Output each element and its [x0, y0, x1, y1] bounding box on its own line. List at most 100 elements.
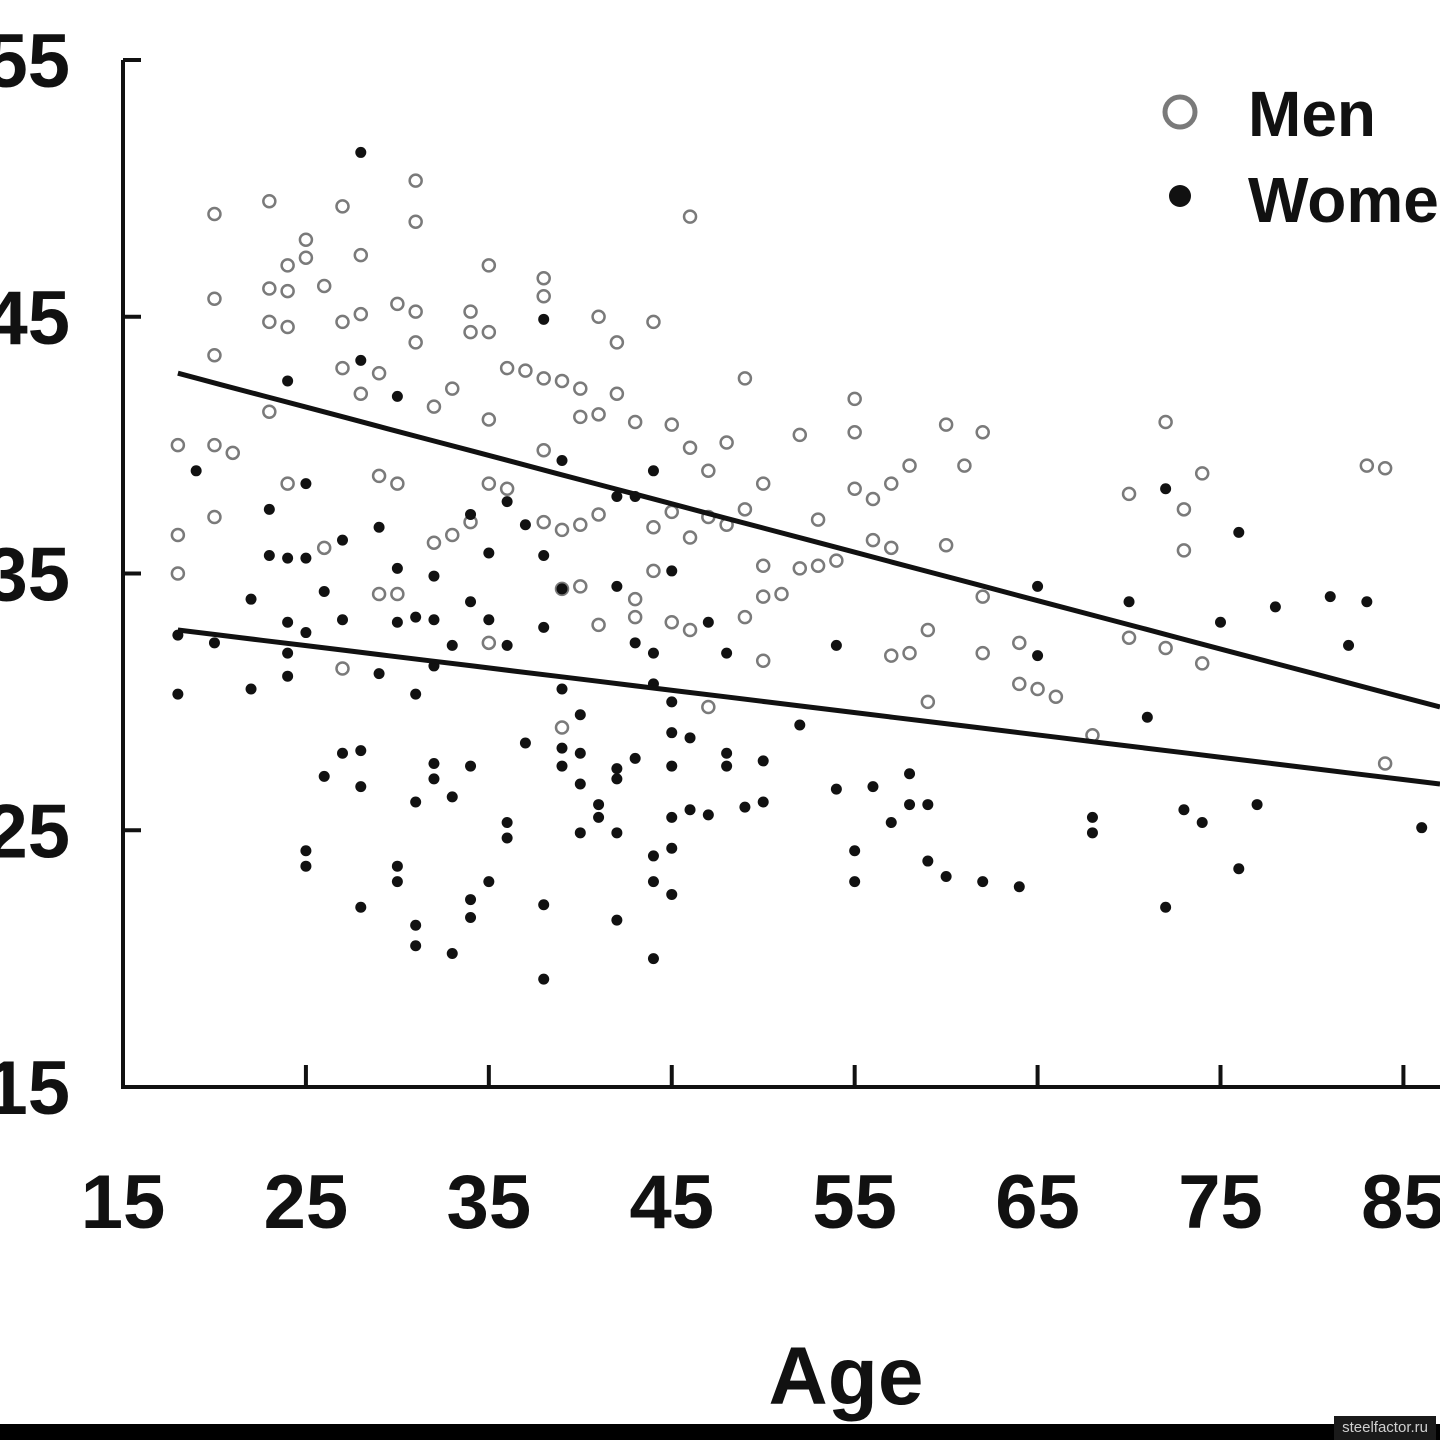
data-point-men	[280, 283, 295, 299]
data-point-men	[499, 360, 515, 376]
data-point-women	[483, 547, 495, 559]
data-point-women	[465, 894, 477, 906]
data-point-men	[1030, 681, 1045, 697]
data-point-women	[830, 783, 842, 795]
data-point-men	[225, 445, 240, 461]
data-point-women	[611, 763, 623, 775]
data-point-men	[810, 512, 826, 527]
data-point-men	[847, 391, 862, 407]
data-point-men	[646, 314, 661, 330]
data-point-men	[682, 530, 698, 545]
data-point-women	[1032, 650, 1044, 662]
axes-layer	[121, 60, 1440, 1089]
data-point-women	[282, 552, 294, 564]
data-point-women	[702, 616, 714, 628]
data-point-women	[647, 850, 659, 862]
data-point-women	[904, 799, 916, 811]
trend-line-men	[177, 370, 1440, 710]
data-point-women	[391, 562, 403, 574]
data-point-men	[884, 648, 899, 663]
data-point-women	[282, 616, 294, 628]
data-point-men	[847, 481, 862, 497]
data-point-men	[353, 386, 369, 402]
data-point-women	[538, 899, 550, 911]
legend-entry-men: Men	[1162, 78, 1376, 150]
data-point-women	[1160, 483, 1172, 495]
data-point-women	[574, 827, 586, 839]
data-point-men	[335, 360, 350, 376]
data-point-women	[647, 647, 659, 659]
data-point-men	[390, 586, 405, 602]
legend-marker-women	[1169, 185, 1191, 207]
data-point-men	[774, 586, 789, 602]
data-point-men	[1121, 630, 1137, 645]
data-point-men	[390, 476, 405, 491]
data-point-men	[1176, 502, 1192, 517]
data-point-men	[1194, 466, 1210, 481]
data-point-men	[865, 532, 881, 548]
data-point-women	[483, 876, 495, 888]
data-point-women	[1160, 901, 1172, 913]
data-point-women	[1233, 863, 1245, 875]
data-point-women	[647, 876, 659, 888]
data-point-women	[501, 496, 513, 508]
data-point-women	[721, 647, 733, 659]
data-point-men	[554, 581, 570, 597]
data-point-women	[355, 745, 367, 757]
data-point-men	[938, 538, 954, 553]
data-point-men	[591, 407, 606, 422]
data-point-men	[737, 371, 753, 386]
data-point-men	[829, 553, 844, 568]
data-point-men	[408, 335, 423, 350]
data-point-women	[501, 817, 513, 829]
legend-label-women: Women	[1248, 164, 1440, 236]
data-point-men	[207, 348, 222, 363]
data-point-men	[536, 270, 551, 286]
data-point-women	[556, 583, 568, 595]
data-point-men	[335, 314, 350, 330]
data-point-men	[463, 324, 478, 340]
data-point-men	[371, 586, 387, 602]
data-point-men	[682, 209, 698, 224]
data-point-men	[664, 615, 679, 630]
data-point-women	[501, 832, 513, 844]
x-tick-label: 35	[447, 1160, 532, 1245]
data-point-women	[410, 919, 422, 931]
data-point-men	[701, 463, 716, 479]
data-point-men	[719, 435, 734, 450]
data-point-men	[554, 373, 570, 389]
data-point-women	[647, 465, 659, 477]
data-point-men	[408, 173, 423, 188]
data-point-women	[647, 953, 659, 965]
data-point-women	[355, 354, 367, 366]
data-point-women	[702, 809, 714, 821]
x-tick-label: 75	[1178, 1160, 1263, 1245]
data-point-men	[682, 622, 698, 638]
data-point-women	[794, 719, 806, 731]
data-point-men	[1377, 756, 1393, 771]
data-point-men	[371, 365, 387, 381]
data-point-men	[591, 507, 606, 522]
data-point-women	[410, 796, 422, 808]
data-point-men	[335, 199, 350, 214]
data-point-men	[207, 291, 222, 307]
data-point-men	[170, 437, 186, 453]
data-point-women	[629, 752, 641, 764]
data-point-women	[519, 737, 531, 749]
data-point-men	[408, 304, 423, 319]
data-point-men	[536, 514, 551, 530]
x-tick-label: 65	[995, 1160, 1080, 1245]
data-point-women	[483, 614, 495, 626]
data-point-women	[611, 773, 623, 785]
data-point-women	[666, 696, 678, 708]
data-point-men	[463, 304, 478, 319]
data-point-men	[262, 193, 277, 209]
legend: Men Women	[1162, 78, 1440, 236]
data-point-women	[446, 791, 458, 803]
data-point-women	[318, 585, 330, 597]
watermark: steelfactor.ru	[1334, 1416, 1436, 1440]
y-tick-label: 25	[0, 789, 70, 874]
data-point-men	[1012, 635, 1027, 651]
ticks-layer: 15 25 35 45 55 15 25 35 45 55 65 75 85	[0, 19, 1440, 1245]
data-point-men	[481, 324, 497, 340]
